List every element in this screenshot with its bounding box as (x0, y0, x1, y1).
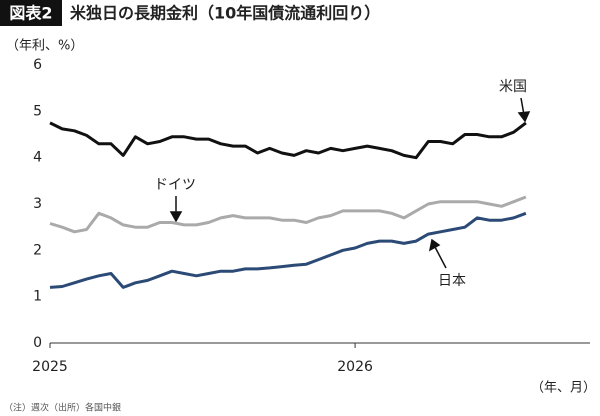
y-tick-label: 1 (33, 289, 42, 305)
series-line (49, 211, 527, 289)
x-tick-label: 2025 (32, 359, 68, 375)
y-tick-label: 5 (33, 103, 42, 119)
badge: 図表2 (9, 4, 52, 23)
arrows (169, 97, 531, 269)
chart-title: 米独日の長期金利（10年国債流通利回り） (70, 4, 380, 23)
series-label: 米国 (499, 79, 527, 95)
badge-bg (0, 0, 62, 26)
arrow-head (517, 111, 531, 123)
series-line (49, 195, 527, 234)
y-tick-label: 4 (33, 150, 42, 166)
y-axis-label: （年利、%） (6, 39, 83, 54)
y-tick-label: 6 (33, 57, 42, 73)
arrow-head (428, 238, 441, 252)
series-line (49, 121, 527, 160)
y-tick-label: 0 (33, 335, 42, 351)
y-tick-label: 3 (33, 196, 42, 212)
note: （注）週次（出所）各国中銀 (4, 402, 121, 414)
arrow (434, 246, 447, 269)
series-label: 日本 (438, 273, 466, 289)
x-tick-label: 2026 (337, 359, 373, 375)
series-label: ドイツ (154, 177, 196, 193)
arrow-head (169, 211, 183, 223)
y-tick-label: 2 (33, 242, 42, 258)
x-axis-label: （年、月） (531, 381, 596, 396)
